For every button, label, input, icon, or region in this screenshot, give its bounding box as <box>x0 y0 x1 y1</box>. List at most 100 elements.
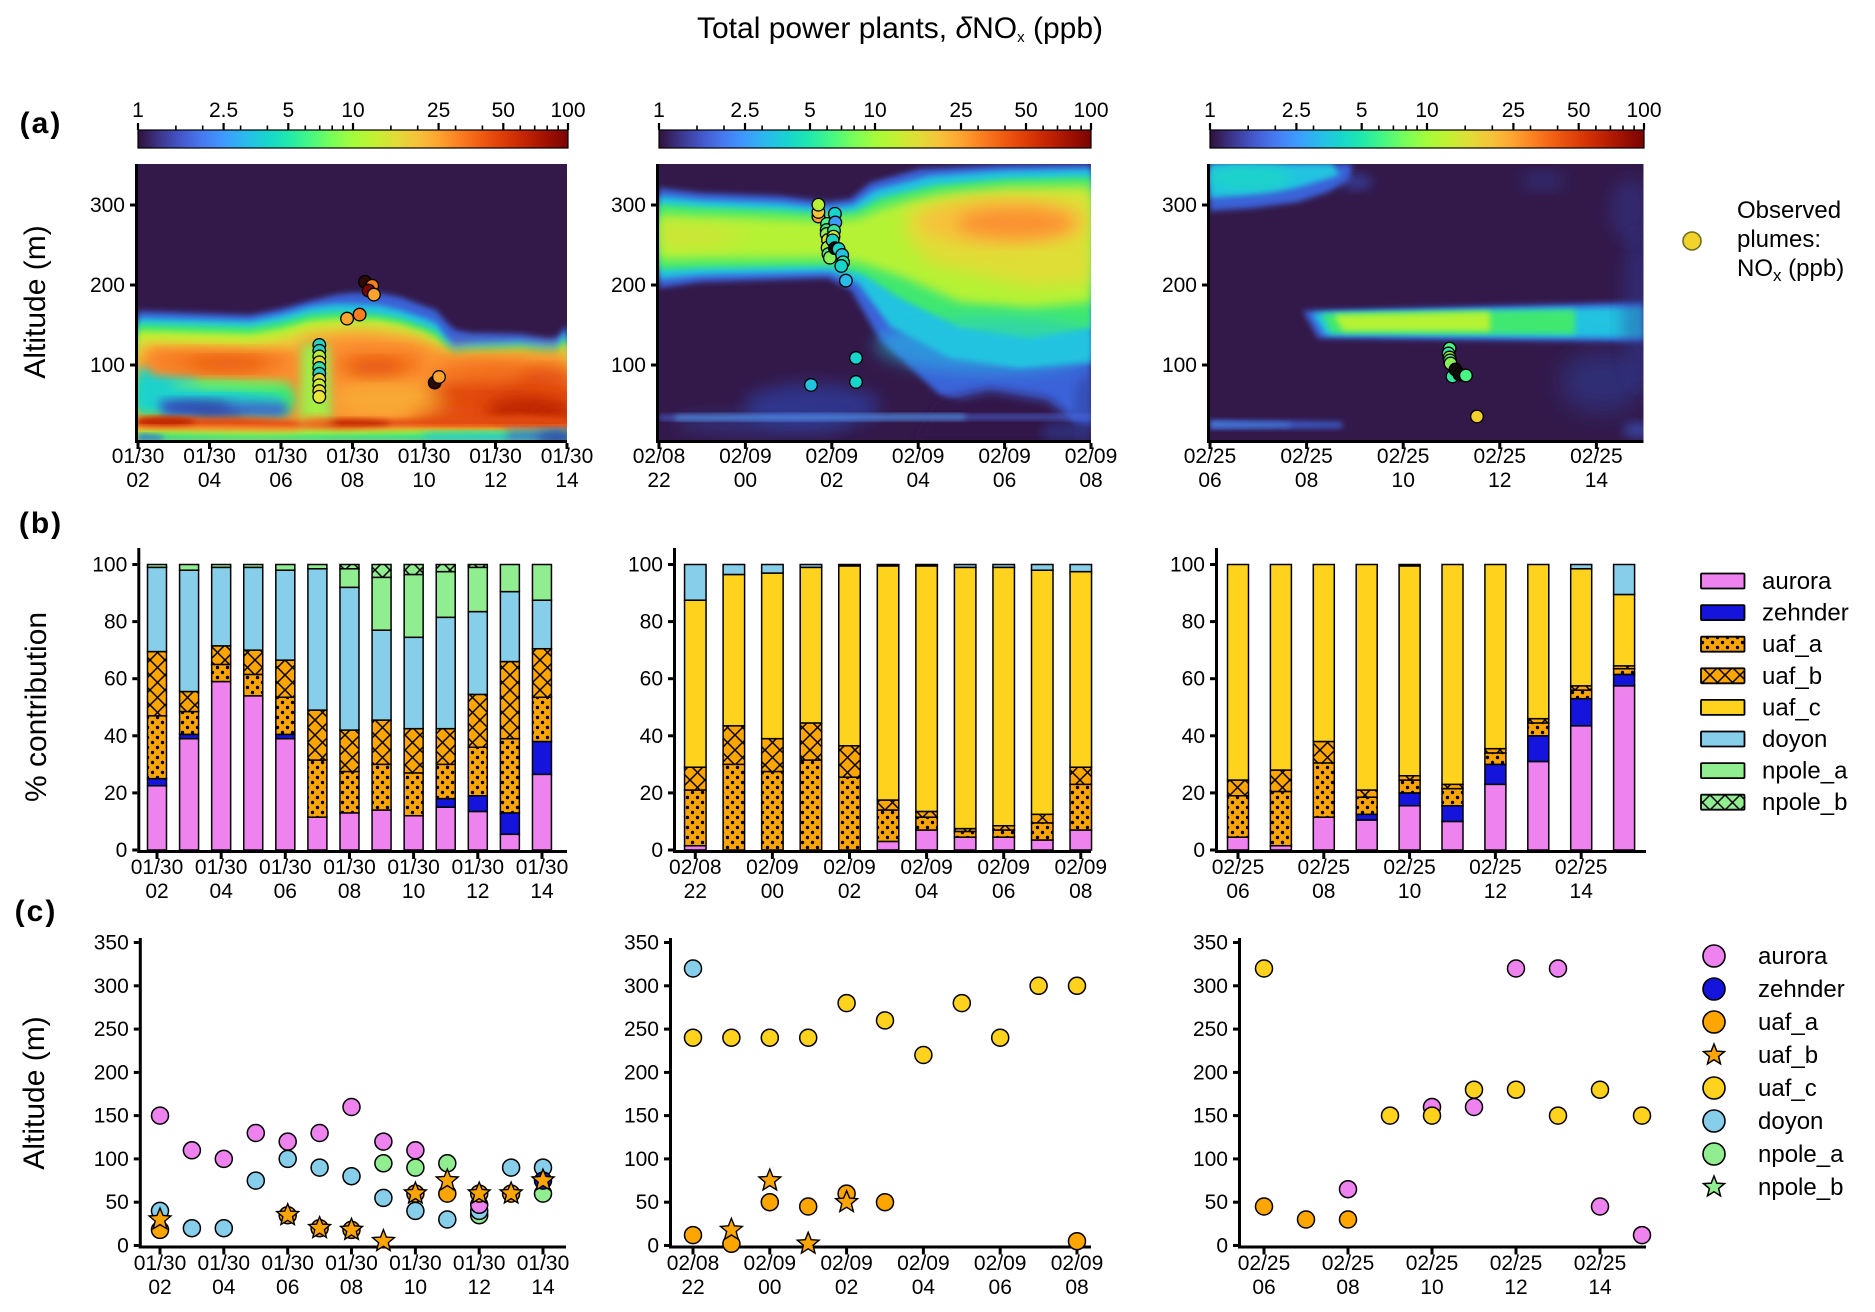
svg-text:npole_a: npole_a <box>1762 758 1848 785</box>
svg-text:% contribution: % contribution <box>20 612 53 802</box>
svg-text:06: 06 <box>993 469 1016 492</box>
svg-text:02/09: 02/09 <box>746 856 799 879</box>
svg-text:00: 00 <box>758 1276 781 1299</box>
svg-text:Altitude (m): Altitude (m) <box>19 225 52 378</box>
svg-text:uaf_a: uaf_a <box>1758 1009 1819 1036</box>
svg-text:aurora: aurora <box>1758 943 1828 970</box>
svg-text:01/30: 01/30 <box>517 1252 570 1275</box>
svg-text:5: 5 <box>1356 99 1368 122</box>
svg-text:02/09: 02/09 <box>806 445 859 468</box>
svg-text:02/09: 02/09 <box>1055 856 1108 879</box>
svg-text:2.5: 2.5 <box>209 99 238 122</box>
svg-text:0: 0 <box>1193 839 1205 862</box>
svg-text:02/09: 02/09 <box>1051 1252 1104 1275</box>
svg-text:80: 80 <box>1182 611 1205 634</box>
svg-text:5: 5 <box>282 99 294 122</box>
svg-text:60: 60 <box>640 668 663 691</box>
svg-text:01/30: 01/30 <box>453 1252 506 1275</box>
svg-text:01/30: 01/30 <box>134 1252 187 1275</box>
svg-text:02/25: 02/25 <box>1377 445 1430 468</box>
svg-text:04: 04 <box>912 1276 936 1299</box>
svg-text:14: 14 <box>531 1276 555 1299</box>
svg-text:(b): (b) <box>19 507 63 540</box>
svg-text:200: 200 <box>1162 274 1197 297</box>
svg-text:0: 0 <box>117 1235 129 1258</box>
svg-text:100: 100 <box>550 99 585 122</box>
svg-text:12: 12 <box>466 880 489 903</box>
svg-text:01/30: 01/30 <box>387 856 440 879</box>
svg-text:02/09: 02/09 <box>719 445 772 468</box>
svg-text:02/25: 02/25 <box>1212 856 1265 879</box>
svg-text:04: 04 <box>210 880 234 903</box>
svg-text:12: 12 <box>1488 469 1511 492</box>
svg-text:01/30: 01/30 <box>398 445 451 468</box>
svg-text:02/09: 02/09 <box>900 856 953 879</box>
svg-text:0: 0 <box>116 839 128 862</box>
svg-text:02/09: 02/09 <box>1065 445 1118 468</box>
svg-text:00: 00 <box>761 880 784 903</box>
svg-text:150: 150 <box>624 1105 659 1128</box>
svg-text:14: 14 <box>1570 880 1594 903</box>
svg-text:01/30: 01/30 <box>261 1252 314 1275</box>
svg-text:01/30: 01/30 <box>516 856 569 879</box>
svg-text:npole_b: npole_b <box>1758 1174 1843 1201</box>
svg-text:08: 08 <box>341 469 364 492</box>
svg-text:08: 08 <box>1295 469 1318 492</box>
svg-text:01/30: 01/30 <box>255 445 308 468</box>
svg-text:Total power plants, δNOx (ppb): Total power plants, δNOx (ppb) <box>697 12 1103 46</box>
svg-text:08: 08 <box>1312 880 1335 903</box>
svg-text:doyon: doyon <box>1758 1108 1823 1135</box>
svg-text:01/30: 01/30 <box>452 856 505 879</box>
svg-text:08: 08 <box>1065 1276 1088 1299</box>
svg-text:04: 04 <box>915 880 939 903</box>
svg-text:100: 100 <box>1162 354 1197 377</box>
svg-text:50: 50 <box>1014 99 1037 122</box>
svg-text:doyon: doyon <box>1762 726 1827 753</box>
svg-text:350: 350 <box>94 932 129 955</box>
svg-text:02/25: 02/25 <box>1469 856 1522 879</box>
svg-text:2.5: 2.5 <box>1282 99 1311 122</box>
svg-text:14: 14 <box>1585 469 1609 492</box>
svg-text:25: 25 <box>1502 99 1525 122</box>
svg-text:04: 04 <box>907 469 931 492</box>
svg-text:10: 10 <box>404 1276 427 1299</box>
svg-text:02/08: 02/08 <box>633 445 686 468</box>
svg-text:02/25: 02/25 <box>1322 1252 1375 1275</box>
svg-text:02/09: 02/09 <box>977 856 1030 879</box>
svg-text:02/08: 02/08 <box>669 856 722 879</box>
svg-text:250: 250 <box>624 1018 659 1041</box>
svg-text:300: 300 <box>624 975 659 998</box>
svg-text:100: 100 <box>1073 99 1108 122</box>
svg-text:350: 350 <box>1193 932 1228 955</box>
svg-text:06: 06 <box>989 1276 1012 1299</box>
svg-text:06: 06 <box>1198 469 1221 492</box>
svg-text:200: 200 <box>1193 1061 1228 1084</box>
svg-text:100: 100 <box>611 354 646 377</box>
svg-text:02/09: 02/09 <box>892 445 945 468</box>
svg-text:04: 04 <box>212 1276 236 1299</box>
svg-text:01/30: 01/30 <box>469 445 522 468</box>
svg-text:60: 60 <box>1182 668 1205 691</box>
svg-text:25: 25 <box>949 99 972 122</box>
svg-text:0: 0 <box>647 1235 659 1258</box>
svg-text:1: 1 <box>132 99 144 122</box>
svg-text:22: 22 <box>681 1276 704 1299</box>
svg-text:100: 100 <box>1170 554 1205 577</box>
svg-text:04: 04 <box>198 469 222 492</box>
svg-text:10: 10 <box>1398 880 1421 903</box>
svg-text:npole_a: npole_a <box>1758 1141 1844 1168</box>
svg-text:100: 100 <box>94 1148 129 1171</box>
svg-text:50: 50 <box>1205 1191 1228 1214</box>
svg-text:100: 100 <box>624 1148 659 1171</box>
svg-text:02/25: 02/25 <box>1490 1252 1543 1275</box>
svg-text:200: 200 <box>90 274 125 297</box>
svg-text:100: 100 <box>1193 1148 1228 1171</box>
svg-text:uaf_c: uaf_c <box>1758 1075 1817 1102</box>
svg-text:00: 00 <box>734 469 757 492</box>
svg-text:0: 0 <box>651 839 663 862</box>
svg-text:02/25: 02/25 <box>1555 856 1608 879</box>
svg-text:02: 02 <box>838 880 861 903</box>
svg-text:01/30: 01/30 <box>131 856 184 879</box>
svg-text:40: 40 <box>1182 725 1205 748</box>
svg-text:02/25: 02/25 <box>1474 445 1527 468</box>
